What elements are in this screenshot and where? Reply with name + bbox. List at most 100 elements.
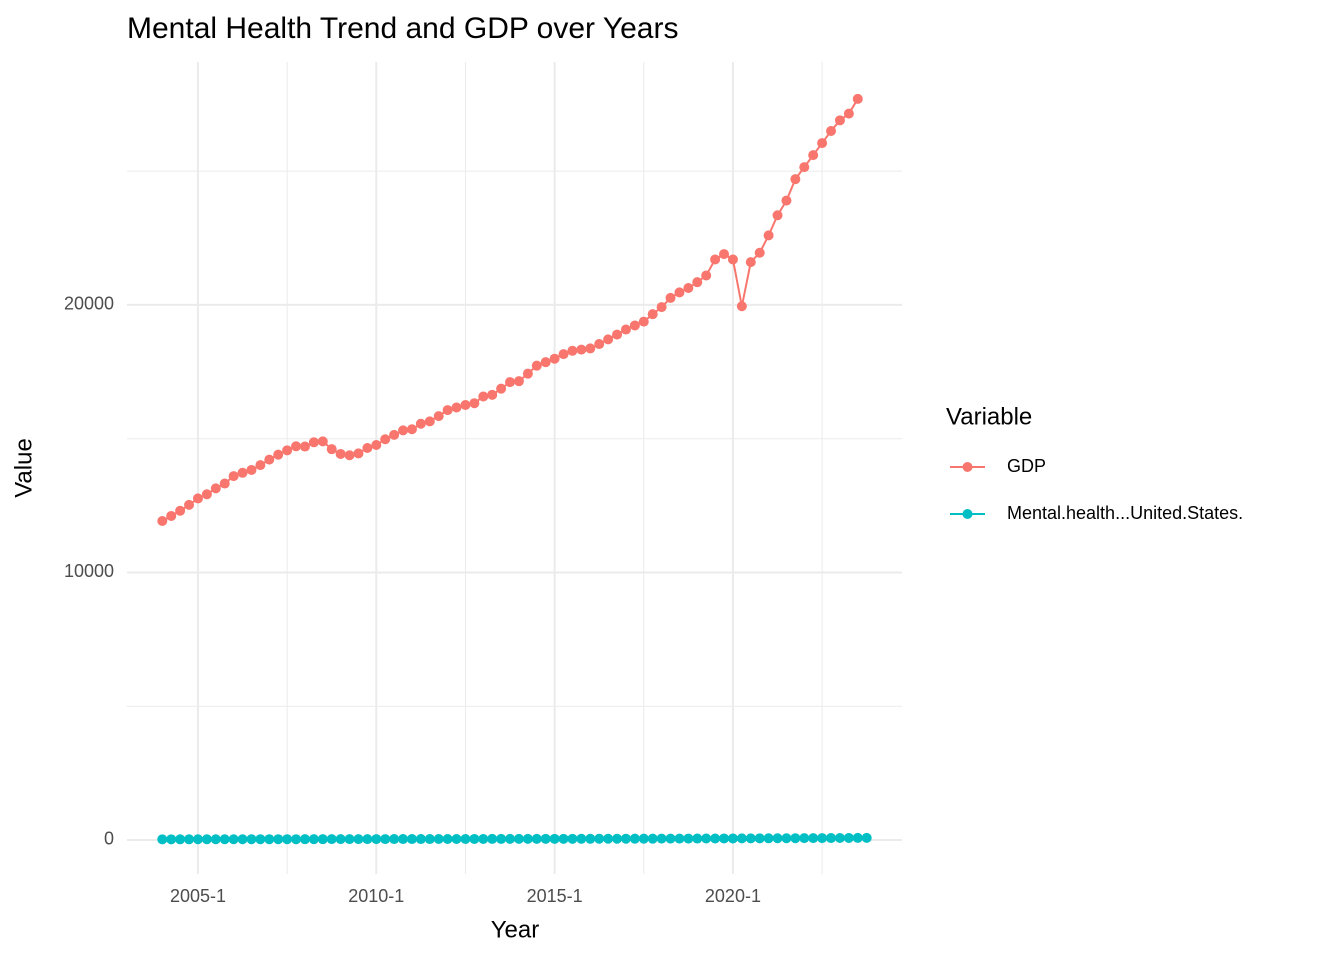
data-point: [674, 287, 685, 298]
data-point: [585, 833, 596, 844]
data-point: [826, 833, 837, 844]
data-point: [237, 834, 248, 845]
data-point: [478, 833, 489, 844]
data-point: [817, 138, 828, 149]
data-point: [424, 834, 435, 845]
data-point: [683, 282, 694, 293]
data-point: [496, 383, 507, 394]
data-point: [228, 471, 239, 482]
data-point: [255, 460, 266, 471]
data-point: [380, 834, 391, 845]
data-point: [576, 833, 587, 844]
data-point: [246, 834, 257, 845]
data-point: [861, 832, 872, 843]
data-point: [647, 833, 658, 844]
data-point: [799, 162, 810, 173]
data-point: [727, 254, 738, 265]
data-point: [424, 416, 435, 427]
data-point: [362, 443, 373, 454]
data-point: [558, 833, 569, 844]
data-point: [210, 834, 221, 845]
data-point: [308, 437, 319, 448]
data-point: [353, 448, 364, 459]
data-point: [727, 833, 738, 844]
data-point: [371, 439, 382, 450]
data-point: [540, 357, 551, 368]
data-point: [736, 301, 747, 312]
data-point: [380, 434, 391, 445]
data-point: [157, 516, 168, 527]
data-point: [531, 833, 542, 844]
y-tick-label: 10000: [64, 561, 114, 581]
data-point: [638, 833, 649, 844]
data-point: [166, 510, 177, 521]
data-point: [834, 832, 845, 843]
data-point: [469, 398, 480, 409]
data-point: [487, 389, 498, 400]
data-point: [460, 833, 471, 844]
data-point: [291, 441, 302, 452]
data-point: [603, 833, 614, 844]
data-point: [567, 345, 578, 356]
data-point: [826, 126, 837, 137]
data-point: [282, 445, 293, 456]
data-point: [719, 249, 730, 260]
data-point: [487, 833, 498, 844]
data-point: [701, 833, 712, 844]
data-point: [620, 833, 631, 844]
legend-title: Variable: [946, 403, 1032, 430]
data-point: [549, 353, 560, 364]
data-point: [808, 150, 819, 161]
data-point: [799, 833, 810, 844]
data-point: [210, 483, 221, 494]
data-point: [638, 316, 649, 327]
data-point: [201, 489, 212, 500]
data-point: [736, 833, 747, 844]
data-point: [344, 450, 355, 461]
data-point: [603, 334, 614, 345]
legend-key-point: [962, 462, 973, 472]
data-point: [522, 833, 533, 844]
data-point: [665, 292, 676, 303]
data-point: [433, 834, 444, 845]
data-point: [317, 436, 328, 447]
data-point: [273, 449, 284, 460]
data-point: [175, 505, 186, 516]
data-point: [513, 376, 524, 387]
data-point: [353, 834, 364, 845]
data-point: [656, 833, 667, 844]
data-point: [335, 834, 346, 845]
data-point: [843, 108, 854, 119]
data-point: [620, 324, 631, 335]
data-point: [594, 833, 605, 844]
data-point: [710, 254, 721, 265]
x-tick-label: 2005-1: [170, 886, 226, 906]
data-point: [282, 834, 293, 845]
data-point: [192, 834, 203, 845]
x-axis-label: Year: [491, 916, 540, 943]
data-point: [273, 834, 284, 845]
data-point: [255, 834, 266, 845]
data-point: [522, 368, 533, 379]
data-point: [317, 834, 328, 845]
data-point: [594, 339, 605, 350]
data-point: [175, 834, 186, 845]
data-point: [433, 411, 444, 422]
data-point: [772, 833, 783, 844]
data-point: [745, 833, 756, 844]
data-point: [549, 833, 560, 844]
data-point: [647, 309, 658, 320]
data-point: [710, 833, 721, 844]
data-point: [852, 93, 863, 104]
data-point: [246, 464, 257, 475]
data-point: [513, 833, 524, 844]
data-point: [157, 834, 168, 845]
y-axis-label: Value: [10, 438, 37, 498]
data-point: [469, 833, 480, 844]
data-point: [192, 493, 203, 504]
data-point: [505, 377, 516, 388]
data-point: [505, 833, 516, 844]
data-point: [478, 391, 489, 402]
data-point: [228, 834, 239, 845]
data-point: [612, 833, 623, 844]
